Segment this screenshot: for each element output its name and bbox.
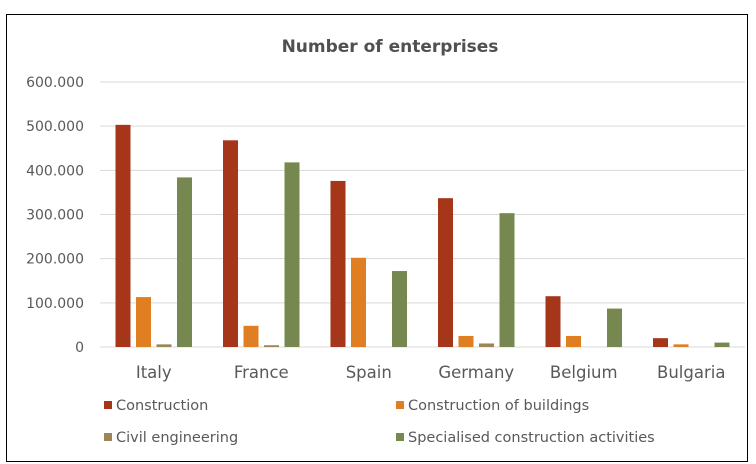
gridlines [100, 81, 745, 348]
legend-label: Specialised construction activities [408, 430, 655, 446]
bar-specialised-construction-activities-bulgaria [714, 342, 730, 347]
bar-specialised-construction-activities-spain [392, 271, 407, 347]
legend-label: Construction [116, 398, 208, 414]
bar-specialised-construction-activities-italy [177, 177, 192, 347]
bar-civil-engineering-germany [479, 343, 494, 347]
bar-construction-germany [438, 198, 453, 347]
y-tick-label: 300.000 [26, 208, 84, 224]
x-tick-label: France [234, 363, 289, 382]
bar-construction-of-buildings-bulgaria [673, 344, 689, 347]
x-tick-label: Germany [438, 363, 514, 382]
y-axis: 0 100.000 200.000 300.000 400.000 500.000 600.… [26, 75, 84, 356]
bar-specialised-construction-activities-belgium [607, 308, 622, 347]
y-tick-label: 500.000 [26, 119, 84, 135]
legend-label: Civil engineering [116, 430, 238, 446]
chart-title: Number of enterprises [282, 37, 499, 57]
bar-construction-of-buildings-spain [351, 257, 366, 347]
bar-construction-belgium [545, 296, 561, 347]
bar-construction-of-buildings-italy [136, 297, 151, 347]
bar-construction-of-buildings-germany [458, 335, 474, 347]
x-tick-label: Belgium [550, 363, 618, 382]
y-tick-label: 200.000 [26, 252, 84, 268]
legend-swatch [396, 401, 404, 409]
y-tick-label: 100.000 [26, 296, 84, 312]
bar-construction-of-buildings-belgium [566, 335, 581, 347]
bar-civil-engineering-italy [156, 344, 172, 347]
bar-construction-of-buildings-france [243, 325, 259, 347]
y-tick-label: 400.000 [26, 163, 84, 179]
bar-construction-france [223, 140, 238, 347]
x-tick-label: Bulgaria [657, 363, 725, 382]
legend-swatch [104, 433, 112, 441]
x-tick-label: Italy [136, 363, 172, 382]
x-tick-label: Spain [346, 363, 392, 382]
legend-swatch [104, 401, 112, 409]
legend-label: Construction of buildings [408, 398, 589, 414]
y-tick-label: 0 [75, 340, 84, 356]
bars [115, 124, 730, 347]
x-axis: Italy France Spain Germany Belgium Bulgaria [136, 363, 726, 382]
y-tick-label: 600.000 [26, 75, 84, 91]
bar-specialised-construction-activities-germany [499, 213, 515, 347]
bar-construction-spain [330, 180, 346, 347]
legend-swatch [396, 433, 404, 441]
legend: Construction Construction of buildings Civ… [104, 398, 655, 446]
bar-construction-italy [115, 124, 131, 347]
bar-civil-engineering-france [264, 345, 279, 347]
bar-construction-bulgaria [653, 338, 668, 347]
bar-specialised-construction-activities-france [284, 162, 300, 347]
